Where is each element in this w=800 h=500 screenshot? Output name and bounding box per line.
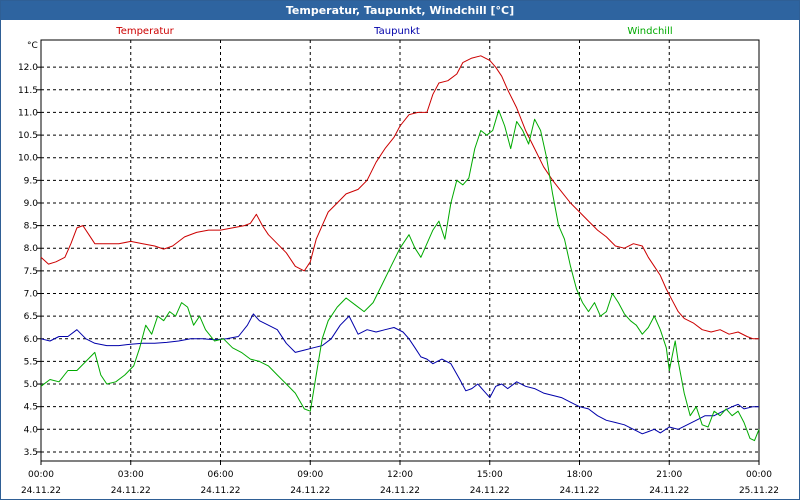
x-tick-date: 24.11.22: [380, 486, 420, 496]
y-tick-label: 6.0: [24, 335, 39, 345]
series-line-windchill: [40, 109, 760, 442]
y-tick-label: 7.0: [24, 290, 39, 300]
y-tick-label: 6.5: [24, 312, 38, 322]
window-title: Temperatur, Taupunkt, Windchill [°C]: [1, 1, 799, 20]
y-tick-label: 9.0: [24, 199, 39, 209]
y-tick-label: 12.0: [18, 63, 38, 73]
x-tick-date: 24.11.22: [470, 486, 510, 496]
y-tick-label: 8.0: [24, 244, 39, 254]
x-tick-date: 24.11.22: [111, 486, 151, 496]
series-line-temperatur: [40, 55, 759, 340]
series-line-taupunkt: [40, 313, 759, 435]
x-tick-date: 25.11.22: [739, 486, 779, 496]
y-tick-label: 5.5: [24, 357, 38, 367]
x-tick-date: 24.11.22: [21, 486, 61, 496]
x-tick-time: 15:00: [477, 470, 503, 480]
series-lines: [40, 55, 760, 442]
y-axis: 3.5 4.0 4.5 5.0 5.5 6.0 6.5 7.0 7.5 8.0 8.5 9.0 9.5 1…: [18, 63, 41, 458]
legend-taupunkt: Taupunkt: [373, 26, 420, 37]
y-tick-label: 9.5: [24, 176, 38, 186]
x-tick-time: 12:00: [387, 470, 413, 480]
x-tick-time: 00:00: [746, 470, 772, 480]
x-tick-time: 09:00: [297, 470, 323, 480]
legend-windchill: Windchill: [627, 26, 672, 37]
y-tick-label: 4.5: [24, 403, 38, 413]
y-tick-label: 10.5: [18, 131, 38, 141]
x-tick-date: 24.11.22: [290, 486, 330, 496]
y-tick-label: 3.5: [24, 448, 38, 458]
x-tick-time: 03:00: [118, 470, 144, 480]
x-tick-time: 18:00: [567, 470, 593, 480]
x-axis: 00:00 24.11.22 03:00 24.11.22 06:00 24.11.22 0…: [21, 461, 779, 496]
legend-temperatur: Temperatur: [115, 26, 174, 37]
x-tick-date: 24.11.22: [200, 486, 240, 496]
y-tick-label: 8.5: [24, 222, 38, 232]
x-tick-date: 24.11.22: [649, 486, 689, 496]
x-tick-time: 00:00: [28, 470, 54, 480]
y-tick-label: 11.5: [18, 86, 38, 96]
x-tick-time: 21:00: [656, 470, 682, 480]
y-tick-label: 4.0: [24, 425, 39, 435]
y-tick-label: 11.0: [18, 108, 38, 118]
legend: Temperatur Taupunkt Windchill: [115, 26, 672, 37]
y-axis-unit: °C: [27, 41, 38, 51]
x-tick-date: 24.11.22: [559, 486, 599, 496]
y-tick-label: 7.5: [24, 267, 38, 277]
y-tick-label: 10.0: [18, 154, 38, 164]
y-tick-label: 5.0: [24, 380, 39, 390]
x-tick-time: 06:00: [208, 470, 234, 480]
grid-lines: [41, 40, 759, 461]
